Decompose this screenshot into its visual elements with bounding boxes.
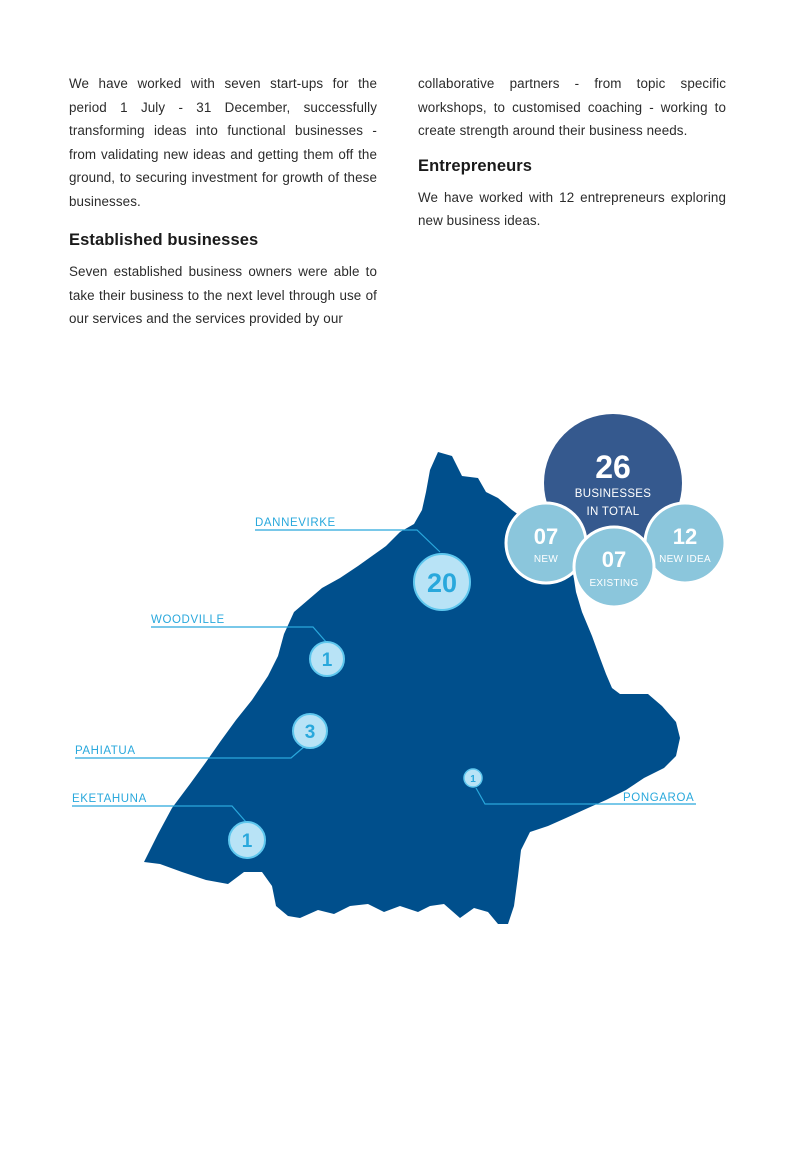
dannevirke-leader-line (255, 529, 441, 553)
woodville-leader-line (151, 626, 328, 644)
entrepreneurs-paragraph: We have worked with 12 entrepreneurs exp… (418, 189, 726, 229)
right-column: collaborative partners - from topic spec… (418, 72, 726, 247)
dannevirke-count: 20 (427, 568, 457, 598)
new-idea-value: 12 (673, 524, 697, 549)
location-pahiatua: PAHIATUA 3 (75, 713, 328, 759)
stats-cluster: 26 BUSINESSES IN TOTAL 07 NEW 12 NEW IDE… (504, 414, 727, 609)
pahiatua-leader-line (75, 745, 306, 759)
location-dannevirke: DANNEVIRKE 20 (255, 517, 471, 611)
pongaroa-count: 1 (470, 774, 476, 785)
woodville-count: 1 (322, 650, 333, 671)
woodville-bubble (309, 641, 345, 677)
pahiatua-label: PAHIATUA (75, 745, 136, 757)
eketahuna-bubble (228, 821, 266, 859)
new-businesses-value: 07 (534, 524, 558, 549)
existing-businesses-value: 07 (602, 547, 626, 572)
total-businesses-line2: IN TOTAL (587, 506, 640, 518)
eketahuna-count: 1 (242, 831, 253, 852)
left-column: We have worked with seven start-ups for … (69, 72, 377, 345)
new-businesses-label: NEW (534, 554, 558, 565)
total-businesses-value: 26 (595, 449, 631, 485)
pahiatua-bubble (292, 713, 328, 749)
location-pongaroa: PONGAROA 1 (463, 768, 696, 805)
established-paragraph: Seven established business owners were a… (69, 264, 377, 326)
dannevirke-label: DANNEVIRKE (255, 517, 336, 529)
existing-businesses-circle (572, 525, 656, 609)
partners-paragraph: collaborative partners - from topic spec… (418, 76, 726, 138)
eketahuna-label: EKETAHUNA (72, 793, 147, 805)
dannevirke-bubble (413, 553, 471, 611)
new-idea-label: NEW IDEA (659, 554, 711, 565)
total-businesses-line1: BUSINESSES (575, 488, 652, 500)
pongaroa-bubble (463, 768, 483, 788)
location-eketahuna: EKETAHUNA 1 (72, 793, 266, 859)
eketahuna-leader-line (72, 805, 247, 823)
location-woodville: WOODVILLE 1 (151, 614, 345, 677)
pongaroa-leader-line (475, 787, 696, 805)
entrepreneurs-heading: Entrepreneurs (418, 156, 533, 175)
existing-businesses-label: EXISTING (589, 578, 638, 589)
established-heading: Established businesses (69, 231, 259, 249)
pongaroa-label: PONGAROA (623, 792, 694, 804)
pahiatua-count: 3 (305, 722, 316, 743)
woodville-label: WOODVILLE (151, 614, 225, 626)
startups-paragraph: We have worked with seven start-ups for … (69, 76, 377, 209)
